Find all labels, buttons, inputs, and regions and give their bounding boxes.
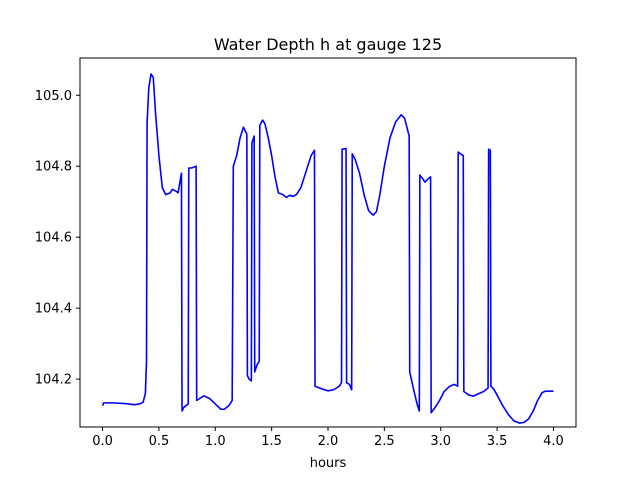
x-tick-label: 0.0 [92, 434, 113, 449]
chart-title: Water Depth h at gauge 125 [214, 35, 442, 54]
x-tick-label: 1.5 [261, 434, 282, 449]
y-tick-label: 104.4 [35, 302, 72, 317]
x-tick-label: 3.0 [430, 434, 451, 449]
y-tick-label: 104.2 [35, 373, 72, 388]
x-axis-label: hours [310, 456, 347, 471]
x-tick-label: 3.5 [487, 434, 508, 449]
plot-area: 0.0 0.5 1.0 1.5 2.0 2.5 3.0 3.5 4.0 104.2 104.4 104… [35, 57, 577, 449]
x-tick-label: 0.5 [149, 434, 170, 449]
y-tick-label: 104.8 [35, 160, 72, 175]
x-tick-label: 2.0 [318, 434, 339, 449]
x-tick-label: 1.0 [205, 434, 226, 449]
y-tick-label: 105.0 [35, 89, 72, 104]
x-tick-label: 4.0 [543, 434, 564, 449]
x-tick-label: 2.5 [374, 434, 395, 449]
series-line-0 [101, 73, 554, 424]
y-tick-label: 104.6 [35, 231, 72, 246]
